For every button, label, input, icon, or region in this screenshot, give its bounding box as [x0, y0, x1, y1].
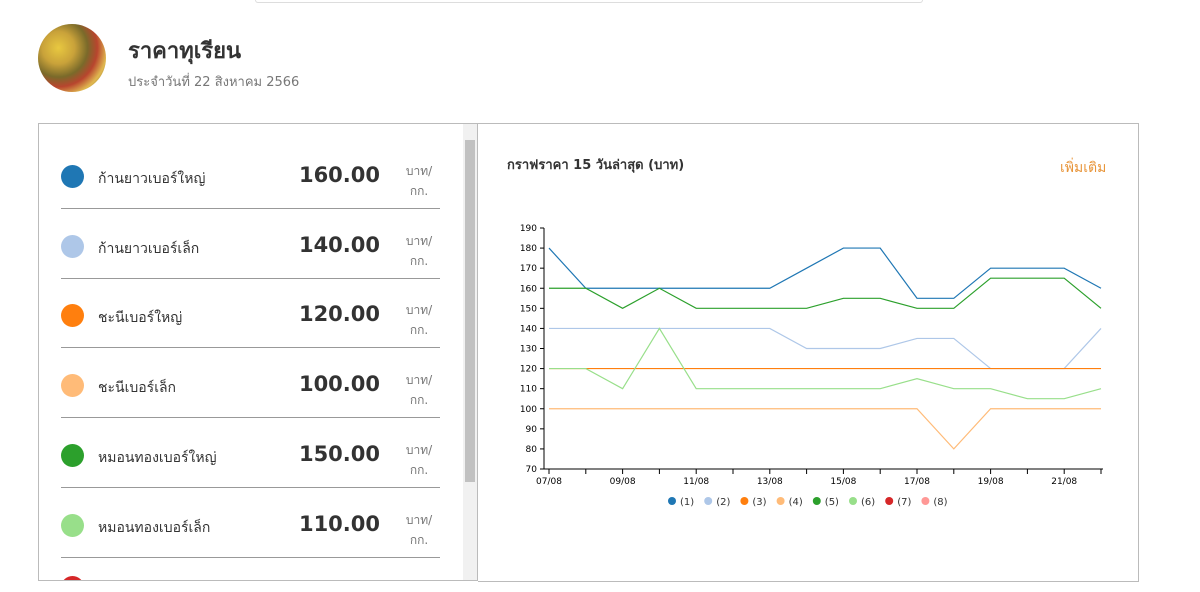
y-tick-label: 140 [520, 324, 537, 334]
unit-line: บาท/ [405, 512, 433, 527]
unit-line: บาท/ [405, 442, 433, 457]
avatar [38, 24, 106, 92]
y-tick-label: 170 [520, 264, 537, 274]
list-row: ชะนีเบอร์ใหญ่ 120.00 บาท/กก. [61, 277, 440, 349]
search-bar[interactable] [255, 0, 923, 3]
item-unit: บาท/กก. [389, 510, 449, 550]
unit-line: กก. [409, 253, 429, 268]
legend-label: (7) [897, 497, 911, 508]
unit-line: กก. [409, 462, 429, 477]
dot [61, 374, 84, 398]
y-tick-label: 130 [520, 345, 537, 355]
line [549, 277, 1102, 310]
chart-title: กราฟราคา 15 วันล่าสุด (บาท) [507, 158, 684, 173]
line [549, 327, 1102, 400]
item-price: 160.00 [298, 163, 380, 187]
y-tick-label: 190 [520, 224, 537, 234]
item-unit: บาท/กก. [389, 300, 449, 340]
item-unit: บาท/กก. [389, 161, 449, 201]
dot [61, 234, 84, 258]
item-name: หมอนทองเบอร์เล็ก [98, 519, 211, 536]
item-price: 150.00 [298, 441, 380, 466]
y-tick-label: 150 [520, 304, 537, 314]
x-tick-label: 15/08 [830, 477, 856, 487]
legend-dot [812, 497, 821, 505]
dot [61, 165, 84, 188]
list-row: ชะนีเบอร์เล็ก 100.00 บาท/กก. [61, 347, 440, 419]
legend-dot [704, 497, 713, 505]
legend-dot [921, 497, 930, 505]
unit-line: กก. [409, 393, 429, 408]
line [549, 327, 1102, 370]
x-tick-label: 07/08 [536, 477, 562, 487]
line [548, 247, 1102, 299]
legend-dot [668, 497, 676, 505]
scroll-thumb[interactable] [465, 140, 475, 482]
item-name: ก้านยาวเบอร์ใหญ่ [98, 171, 206, 187]
dot [61, 443, 84, 467]
list-row: ก้านยาวเบอร์เล็ก 140.00 บาท/กก. [61, 208, 440, 279]
unit-line: บาท/ [405, 233, 433, 248]
dot [61, 513, 84, 537]
page-subtitle: ประจำวันที่ 22 สิงหาคม 2566 [128, 75, 300, 90]
legend-dot [885, 497, 894, 505]
x-tick-label: 19/08 [978, 477, 1004, 487]
dot [61, 304, 84, 328]
list-row: ก้านยาวเบอร์ใหญ่ 160.00 บาท/กก. [61, 138, 440, 209]
item-name: ชะนีเบอร์ใหญ่ [98, 310, 183, 327]
price-list: ก้านยาวเบอร์ใหญ่ 160.00 บาท/กก. ก้านยาวเบอร… [38, 123, 478, 581]
legend-label: (2) [716, 497, 730, 508]
more-link[interactable]: เพิ่มเติม [1060, 160, 1107, 176]
y-tick-label: 120 [520, 365, 537, 375]
legend-label: (6) [861, 497, 875, 508]
legend-dot [740, 497, 749, 505]
x-tick-label: 09/08 [610, 477, 636, 487]
list-row: หมอนทองเบอร์เล็ก 110.00 บาท/กก. [61, 487, 440, 558]
item-unit: บาท/กก. [389, 440, 449, 480]
unit-line: บาท/ [405, 303, 433, 318]
y-tick-label: 110 [520, 385, 537, 395]
chart: กราฟราคา 15 วันล่าสุด (บาท) 70 80 90 100 110… [507, 158, 1103, 508]
item-name: ก้านยาวเบอร์เล็ก [98, 240, 200, 257]
scrollbar[interactable] [463, 124, 477, 580]
list-row: หมอนทองเบอร์ใหญ่ 150.00 บาท/กก. [61, 417, 440, 488]
legend-label: (4) [789, 497, 803, 508]
item-unit: บาท/กก. [389, 231, 449, 271]
unit-line: บาท/ [405, 373, 433, 388]
legend-label: (8) [933, 497, 947, 508]
x-tick-label: 17/08 [904, 477, 930, 487]
y-tick-label: 180 [520, 244, 537, 254]
y-tick-label: 90 [526, 425, 538, 435]
item-price: 140.00 [298, 232, 380, 257]
y-tick-label: 160 [520, 284, 537, 294]
x-tick-label: 11/08 [683, 477, 709, 487]
item-name: ชะนีเบอร์เล็ก [98, 380, 177, 397]
y-tick-label: 80 [526, 445, 538, 455]
unit-line: บาท/ [405, 164, 433, 178]
item-unit: บาท/กก. [389, 370, 449, 410]
unit-line: กก. [409, 532, 429, 547]
y-tick-label: 70 [526, 465, 538, 475]
item-price: 120.00 [298, 302, 380, 327]
unit-line: กก. [409, 323, 429, 338]
legend-label: (3) [752, 497, 766, 508]
item-price: 100.00 [298, 372, 380, 397]
x-tick-label: 21/08 [1051, 477, 1077, 487]
dot [61, 576, 84, 580]
legend-dot [776, 497, 785, 505]
item-price: 110.00 [298, 511, 380, 536]
legend-dot [849, 497, 857, 505]
chart-panel: กราฟราคา 15 วันล่าสุด (บาท) 70 80 90 100 110… [478, 123, 1139, 582]
x-tick-label: 13/08 [757, 477, 783, 487]
y-tick-label: 100 [520, 405, 537, 415]
legend-label: (1) [680, 497, 694, 508]
item-name: หมอนทองเบอร์ใหญ่ [98, 449, 217, 466]
page-title: ราคาทุเรียน [128, 39, 242, 64]
line [549, 408, 1101, 450]
legend-label: (5) [825, 497, 839, 508]
unit-line: กก. [409, 184, 429, 198]
